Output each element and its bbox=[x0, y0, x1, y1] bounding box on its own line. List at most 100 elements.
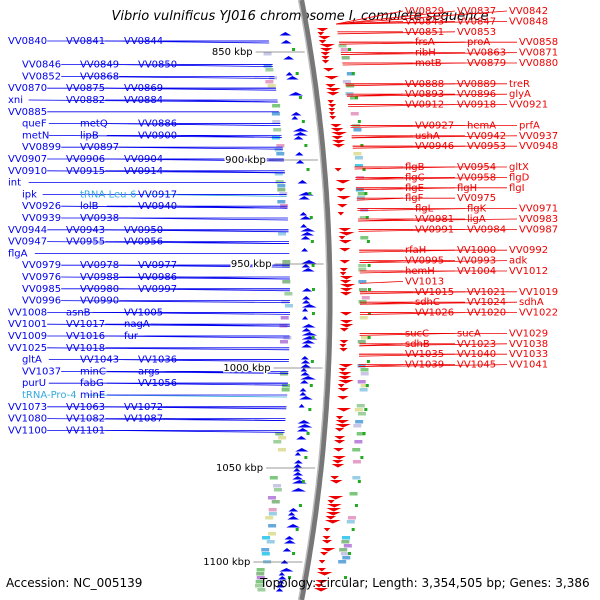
gene-label[interactable]: VV0840 bbox=[8, 36, 47, 47]
gene-label[interactable]: xni bbox=[8, 95, 23, 106]
gene-label[interactable]: ipk bbox=[22, 189, 37, 200]
gene-label[interactable]: VV0917 bbox=[138, 189, 177, 200]
gene-label[interactable]: ligA bbox=[467, 214, 486, 225]
gene-label[interactable]: purU bbox=[22, 378, 46, 389]
gene-label[interactable]: args bbox=[138, 366, 160, 377]
gene-label[interactable]: VV0885 bbox=[8, 107, 47, 118]
gene-label[interactable]: flgK bbox=[467, 204, 487, 215]
gene-label[interactable]: VV0976 bbox=[22, 272, 61, 283]
gene-label[interactable]: VV1005 bbox=[124, 307, 163, 318]
gene-label[interactable]: VV0847 bbox=[457, 16, 496, 27]
gene-label[interactable]: VV0985 bbox=[22, 284, 61, 295]
gene-label[interactable]: VV0940 bbox=[138, 201, 177, 212]
gene-label[interactable]: VV1063 bbox=[66, 402, 105, 413]
gene-label[interactable]: VV0944 bbox=[8, 225, 47, 236]
gene-label[interactable]: motB bbox=[415, 58, 442, 69]
gene-label[interactable]: frsA bbox=[415, 37, 435, 48]
gene-label[interactable]: VV0900 bbox=[138, 130, 177, 141]
gene-label[interactable]: VV1020 bbox=[467, 308, 506, 319]
gene-label[interactable]: VV1039 bbox=[405, 360, 444, 371]
gene-label[interactable]: treR bbox=[509, 79, 530, 90]
gene-label[interactable]: VV0880 bbox=[519, 58, 558, 69]
gene-label[interactable]: VV0984 bbox=[467, 224, 506, 235]
gene-label[interactable]: glyA bbox=[509, 89, 531, 100]
gene-label[interactable]: VV0987 bbox=[519, 224, 558, 235]
gene-label[interactable]: hemA bbox=[467, 120, 496, 131]
gene-label[interactable]: VV0844 bbox=[124, 36, 163, 47]
gene-label[interactable]: VV0884 bbox=[124, 95, 163, 106]
gene-label[interactable]: VV1018 bbox=[66, 343, 105, 354]
gene-label[interactable]: VV1072 bbox=[124, 402, 163, 413]
gene-label[interactable]: sucA bbox=[457, 328, 481, 339]
gene-label[interactable]: VV0950 bbox=[124, 225, 163, 236]
gene-label[interactable]: VV1087 bbox=[124, 414, 163, 425]
gene-label[interactable]: VV0852 bbox=[22, 71, 61, 82]
gene-label[interactable]: flgI bbox=[509, 183, 525, 194]
gene-label[interactable]: VV0886 bbox=[138, 119, 177, 130]
gene-label[interactable]: sdhB bbox=[405, 339, 430, 350]
gene-label[interactable]: VV0953 bbox=[467, 141, 506, 152]
gene-label[interactable]: VV1013 bbox=[405, 276, 444, 287]
gene-label[interactable]: VV0990 bbox=[80, 296, 119, 307]
gene-label[interactable]: VV0939 bbox=[22, 213, 61, 224]
gene-label[interactable]: VV1036 bbox=[138, 355, 177, 366]
gene-label[interactable]: VV0988 bbox=[80, 272, 119, 283]
gene-label[interactable]: VV1026 bbox=[415, 308, 454, 319]
gene-label[interactable]: VV0978 bbox=[80, 260, 119, 271]
gene-label[interactable]: VV1019 bbox=[519, 287, 558, 298]
gene-label[interactable]: VV0943 bbox=[66, 225, 105, 236]
gene-label[interactable]: VV1035 bbox=[405, 349, 444, 360]
gene-label[interactable]: fabG bbox=[80, 378, 104, 389]
gene-label[interactable]: VV0975 bbox=[457, 193, 496, 204]
gene-label[interactable]: VV0921 bbox=[509, 100, 548, 111]
gene-label[interactable]: VV0842 bbox=[509, 6, 548, 17]
gene-label[interactable]: VV0889 bbox=[457, 79, 496, 90]
gene-label[interactable]: VV1033 bbox=[509, 349, 548, 360]
gene-label[interactable]: VV0986 bbox=[138, 272, 177, 283]
gene-label[interactable]: VV0979 bbox=[22, 260, 61, 271]
gene-label[interactable]: flgE bbox=[405, 183, 424, 194]
gene-label[interactable]: VV0879 bbox=[467, 58, 506, 69]
gene-label[interactable]: queF bbox=[22, 119, 47, 130]
gene-label[interactable]: VV0896 bbox=[457, 89, 496, 100]
gene-label[interactable]: VV0942 bbox=[467, 131, 506, 142]
gene-label[interactable]: VV0992 bbox=[509, 245, 548, 256]
gene-label[interactable]: VV0848 bbox=[509, 16, 548, 27]
gene-label[interactable]: sucC bbox=[405, 328, 429, 339]
gene-label[interactable]: VV0981 bbox=[415, 214, 454, 225]
gene-label[interactable]: VV0915 bbox=[66, 166, 105, 177]
gene-label[interactable]: flgA bbox=[8, 248, 28, 259]
gene-label[interactable]: sdhA bbox=[519, 297, 544, 308]
gene-label[interactable]: VV1001 bbox=[8, 319, 47, 330]
gene-label[interactable]: VV0910 bbox=[8, 166, 47, 177]
gene-label[interactable]: adk bbox=[509, 256, 527, 267]
gene-label[interactable]: VV1101 bbox=[66, 425, 105, 436]
gene-label[interactable]: VV0947 bbox=[8, 237, 47, 248]
gene-label[interactable]: VV1000 bbox=[457, 245, 496, 256]
gene-label[interactable]: VV0863 bbox=[467, 48, 506, 59]
gene-label[interactable]: VV0912 bbox=[405, 100, 444, 111]
gene-label[interactable]: VV0971 bbox=[519, 204, 558, 215]
gene-label[interactable]: VV1008 bbox=[8, 307, 47, 318]
gene-label[interactable]: VV0837 bbox=[457, 6, 496, 17]
gene-label[interactable]: VV1100 bbox=[8, 425, 47, 436]
gene-label[interactable]: VV0897 bbox=[80, 142, 119, 153]
gene-label[interactable]: VV1043 bbox=[80, 355, 119, 366]
gene-label[interactable]: VV1024 bbox=[467, 297, 506, 308]
gene-label[interactable]: VV0937 bbox=[519, 131, 558, 142]
gene-label[interactable]: VV0914 bbox=[124, 166, 163, 177]
gene-label[interactable]: VV0997 bbox=[138, 284, 177, 295]
gene-label[interactable]: VV0875 bbox=[66, 83, 105, 94]
gene-label[interactable]: VV1015 bbox=[415, 287, 454, 298]
gene-label[interactable]: VV0995 bbox=[405, 256, 444, 267]
gene-label[interactable]: VV0869 bbox=[124, 83, 163, 94]
gene-label[interactable]: VV1023 bbox=[457, 339, 496, 350]
gene-label[interactable]: VV1041 bbox=[509, 360, 548, 371]
gene-label[interactable]: VV0993 bbox=[457, 256, 496, 267]
gene-label[interactable]: VV0996 bbox=[22, 296, 61, 307]
gene-label[interactable]: VV0849 bbox=[80, 60, 119, 71]
gene-label[interactable]: flgL bbox=[415, 204, 434, 215]
gene-label[interactable]: VV0893 bbox=[405, 89, 444, 100]
gene-label[interactable]: int bbox=[8, 178, 21, 189]
gene-label[interactable]: VV0871 bbox=[519, 48, 558, 59]
